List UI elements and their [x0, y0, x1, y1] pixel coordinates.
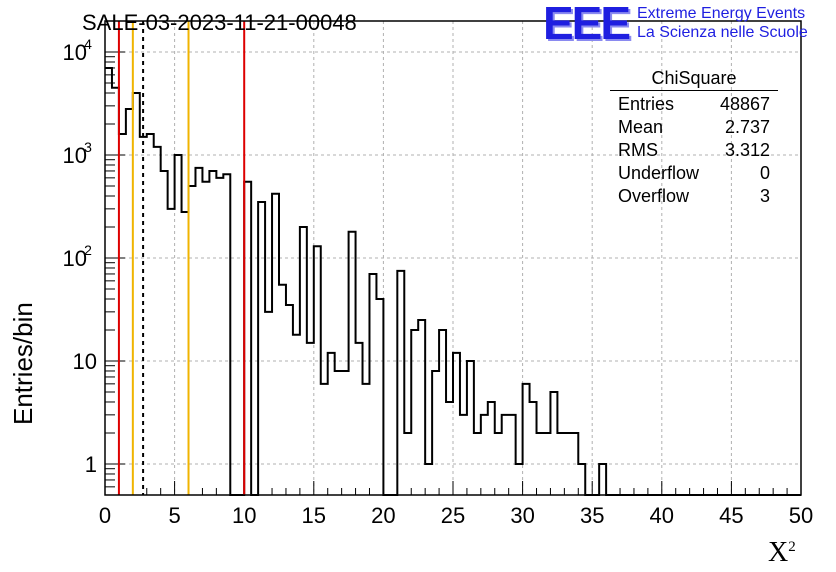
y-tick-label-exponent: 4	[84, 36, 92, 52]
y-tick-label: 10	[73, 349, 97, 374]
stats-value: 3.312	[724, 140, 770, 160]
y-tick-label: 1	[85, 452, 97, 477]
x-tick-label: 10	[232, 503, 256, 528]
x-tick-label: 40	[650, 503, 674, 528]
x-tick-label: 5	[168, 503, 180, 528]
stats-title: ChiSquare	[610, 68, 778, 91]
x-axis-label-sup: 2	[788, 539, 796, 555]
x-tick-label: 30	[510, 503, 534, 528]
stats-value: 48867	[719, 94, 770, 114]
stats-label: Entries	[618, 94, 675, 114]
x-tick-label: 20	[371, 503, 395, 528]
x-tick-label: 50	[789, 503, 813, 528]
stats-row-rms: RMS 3.312	[610, 139, 778, 162]
y-tick-label: 10	[63, 143, 87, 168]
stats-row-mean: Mean 2.737	[610, 116, 778, 139]
stats-label: Underflow	[618, 163, 700, 183]
x-tick-label: 0	[99, 503, 111, 528]
x-tick-label: 25	[441, 503, 465, 528]
plot-frame	[104, 20, 802, 496]
y-axis-label: Entries/bin	[8, 302, 38, 425]
y-tick-label-exponent: 2	[84, 242, 92, 258]
stats-row-entries: Entries 48867	[610, 93, 778, 116]
logo-line-2: La Scienza nelle Scuole	[637, 24, 808, 41]
stats-value: 2.737	[724, 117, 770, 137]
eee-logo: EEE	[543, 0, 631, 49]
stats-label: RMS	[618, 140, 658, 160]
stats-value: 0	[759, 163, 770, 183]
logo-line-1: Extreme Energy Events	[637, 5, 806, 22]
stats-box: ChiSquare Entries 48867 Mean 2.737 RMS 3.31…	[610, 68, 778, 208]
stats-row-overflow: Overflow 3	[610, 185, 778, 208]
chart-title: SALE-03-2023-11-21-00048	[82, 10, 357, 35]
stats-value: 3	[759, 186, 770, 206]
stats-label: Overflow	[618, 186, 690, 206]
stats-row-underflow: Underflow 0	[610, 162, 778, 185]
y-tick-label: 10	[63, 40, 87, 65]
x-axis-label: X2	[768, 537, 796, 569]
eee-logo-text: Extreme Energy Events La Scienza nelle S…	[637, 4, 808, 42]
x-tick-label: 35	[580, 503, 604, 528]
y-tick-label: 10	[63, 246, 87, 271]
x-axis-label-base: X	[768, 537, 789, 568]
y-tick-label-exponent: 3	[84, 139, 92, 155]
stats-label: Mean	[618, 117, 664, 137]
x-tick-label: 45	[719, 503, 743, 528]
x-tick-label: 15	[302, 503, 326, 528]
